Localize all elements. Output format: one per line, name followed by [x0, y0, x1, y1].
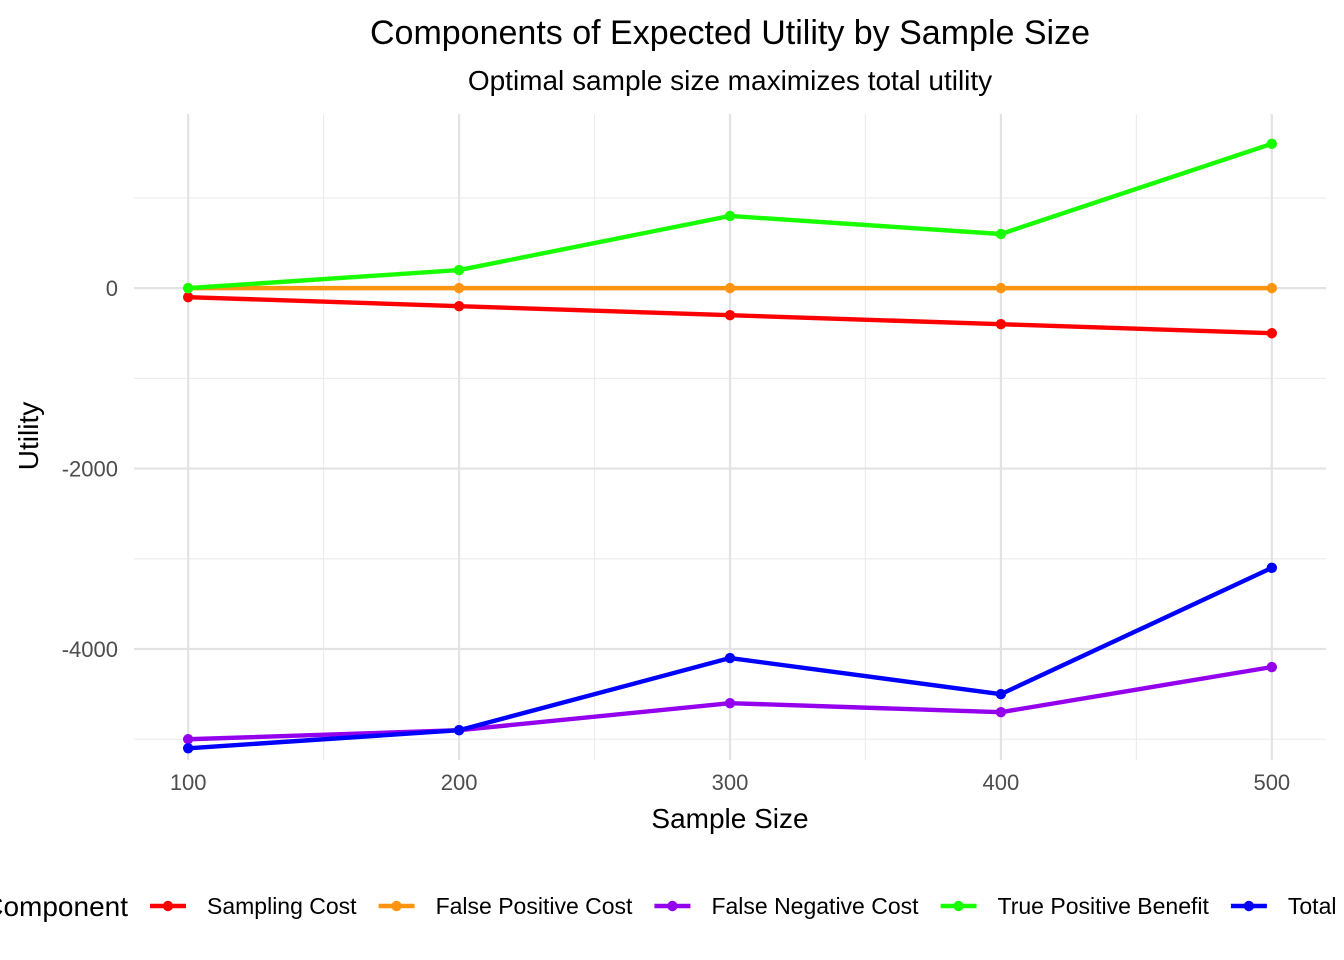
data-point [995, 319, 1007, 330]
data-point [453, 300, 465, 312]
data-point [1266, 562, 1278, 574]
x-axis-label: Sample Size [651, 803, 808, 834]
legend-label: False Positive Cost [436, 893, 633, 919]
data-point [724, 309, 736, 321]
data-point [995, 688, 1007, 700]
legend-label: Total Utility [1288, 893, 1344, 919]
y-tick-label: -4000 [62, 637, 118, 662]
legend-swatch-point [162, 900, 174, 912]
legend-item: False Positive Cost [378, 893, 633, 919]
legend-label: Sampling Cost [207, 893, 357, 919]
series-lines [182, 138, 1278, 754]
data-point [995, 282, 1007, 294]
data-point [1266, 328, 1278, 339]
chart-title: Components of Expected Utility by Sample… [370, 14, 1090, 52]
data-point [1266, 282, 1278, 294]
legend-title: Component [0, 891, 128, 922]
legend-item: False Negative Cost [654, 893, 919, 919]
data-point [453, 725, 465, 736]
data-point [724, 652, 736, 664]
legend-swatch-point [1243, 900, 1255, 912]
data-point [182, 282, 194, 294]
legend-swatch-point [953, 900, 964, 912]
data-point [182, 734, 194, 745]
y-axis-ticks: 0 -2000 -4000 [62, 276, 118, 662]
legend-label: False Negative Cost [711, 893, 919, 919]
x-axis-ticks: 100 200 300 400 500 [170, 770, 1290, 795]
data-point [453, 282, 465, 294]
data-point [182, 743, 194, 754]
data-point [724, 210, 736, 222]
data-point [724, 697, 736, 709]
data-point [724, 282, 736, 294]
legend-swatch-point [391, 900, 402, 912]
y-axis-label: Utility [13, 402, 44, 470]
x-tick-label: 400 [983, 770, 1020, 795]
data-point [453, 264, 465, 276]
chart-subtitle: Optimal sample size maximizes total util… [468, 65, 992, 96]
y-tick-label: 0 [106, 276, 118, 301]
x-tick-label: 200 [441, 770, 478, 795]
legend: Component Sampling Cost False Positive Co… [0, 891, 1344, 922]
legend-item: True Positive Benefit [940, 893, 1210, 919]
data-point [1266, 138, 1278, 149]
legend-item: Total Utility [1230, 893, 1344, 919]
x-tick-label: 500 [1253, 770, 1290, 795]
data-point [182, 291, 194, 303]
data-point [995, 706, 1007, 718]
data-point [995, 228, 1007, 240]
legend-item: Sampling Cost [150, 893, 357, 919]
y-tick-label: -2000 [62, 457, 118, 482]
x-tick-label: 100 [170, 770, 207, 795]
x-tick-label: 300 [712, 770, 749, 795]
data-point [1266, 661, 1278, 673]
legend-label: True Positive Benefit [998, 893, 1210, 919]
legend-swatch-point [667, 900, 678, 912]
